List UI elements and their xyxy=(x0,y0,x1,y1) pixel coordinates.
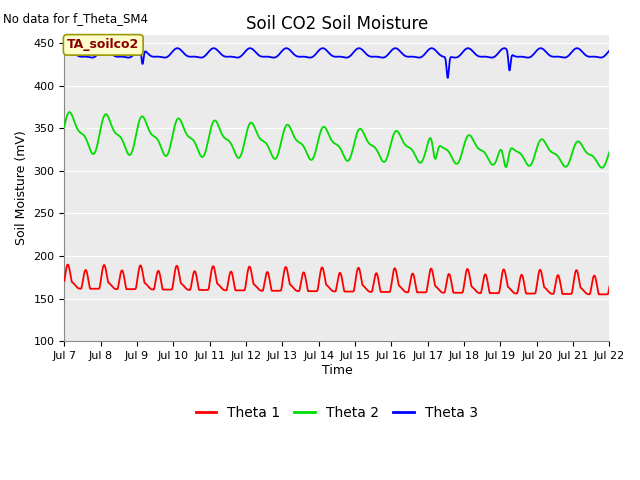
Theta 1 xyxy=(123,286,131,292)
Theta 2 xyxy=(293,138,301,144)
Theta 1 xyxy=(595,291,603,297)
Theta 1 xyxy=(269,288,277,294)
Theta 3 xyxy=(595,55,603,60)
Line: Theta 3: Theta 3 xyxy=(65,48,609,78)
Theta 2 xyxy=(61,124,68,130)
Theta 2 xyxy=(595,162,603,168)
Theta 2 xyxy=(605,149,613,155)
Theta 1 xyxy=(64,262,72,267)
Line: Theta 2: Theta 2 xyxy=(65,112,609,168)
Theta 2 xyxy=(598,165,606,171)
Theta 2 xyxy=(156,140,163,145)
Theta 3 xyxy=(293,53,301,59)
Theta 2 xyxy=(66,109,74,115)
Theta 2 xyxy=(123,148,131,154)
Theta 1 xyxy=(61,278,68,284)
Theta 3 xyxy=(536,46,544,51)
Text: TA_soilco2: TA_soilco2 xyxy=(67,38,140,51)
Theta 3 xyxy=(123,55,131,60)
Theta 1 xyxy=(605,284,613,289)
Text: No data for f_Theta_SM4: No data for f_Theta_SM4 xyxy=(3,12,148,25)
Theta 1 xyxy=(156,269,163,275)
X-axis label: Time: Time xyxy=(321,364,352,377)
Theta 1 xyxy=(536,267,544,273)
Line: Theta 1: Theta 1 xyxy=(65,264,609,294)
Theta 3 xyxy=(269,55,277,60)
Theta 2 xyxy=(536,137,544,143)
Y-axis label: Soil Moisture (mV): Soil Moisture (mV) xyxy=(15,131,28,245)
Theta 1 xyxy=(293,288,301,294)
Theta 3 xyxy=(444,75,451,81)
Theta 3 xyxy=(61,48,68,53)
Title: Soil CO2 Soil Moisture: Soil CO2 Soil Moisture xyxy=(246,15,428,33)
Legend: Theta 1, Theta 2, Theta 3: Theta 1, Theta 2, Theta 3 xyxy=(190,400,484,425)
Theta 3 xyxy=(537,45,545,51)
Theta 3 xyxy=(155,54,163,60)
Theta 1 xyxy=(603,291,611,297)
Theta 3 xyxy=(605,48,613,53)
Theta 2 xyxy=(269,155,277,161)
